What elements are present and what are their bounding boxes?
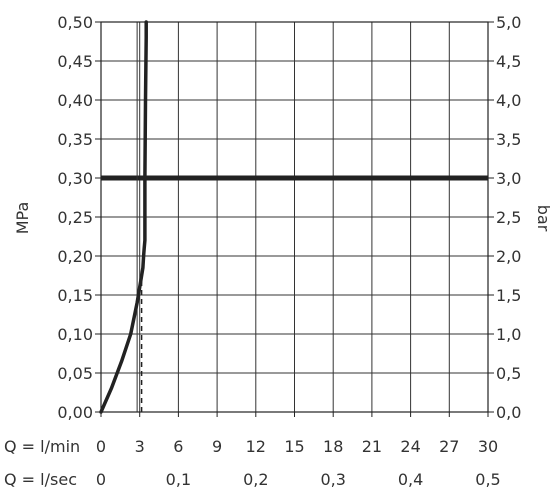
right-tick-label: 1,5 bbox=[496, 286, 521, 305]
left-axis-ticks: 0,00 0,05 0,10 0,15 0,20 0,25 0,30 0,35 0,40 0,45… bbox=[57, 13, 101, 422]
x-lmin-tick-label: 30 bbox=[478, 437, 498, 456]
x-axis-lsec-label: Q = l/sec bbox=[4, 470, 77, 489]
x-lmin-tick-label: 15 bbox=[284, 437, 304, 456]
right-tick-label: 1,0 bbox=[496, 325, 521, 344]
left-tick-label: 0,25 bbox=[57, 208, 93, 227]
left-tick-label: 0,30 bbox=[57, 169, 93, 188]
left-tick-label: 0,15 bbox=[57, 286, 93, 305]
x-lsec-tick-label: 0,2 bbox=[243, 470, 268, 489]
x-lmin-tick-label: 27 bbox=[439, 437, 459, 456]
left-tick-label: 0,35 bbox=[57, 130, 93, 149]
grid bbox=[101, 22, 488, 412]
right-tick-label: 5,0 bbox=[496, 13, 521, 32]
reference-lines bbox=[101, 22, 488, 412]
left-tick-label: 0,50 bbox=[57, 13, 93, 32]
x-lmin-tick-label: 12 bbox=[246, 437, 266, 456]
x-lmin-tick-label: 9 bbox=[212, 437, 222, 456]
x-lmin-tick-label: 3 bbox=[135, 437, 145, 456]
x-lsec-tick-label: 0,1 bbox=[166, 470, 191, 489]
left-tick-label: 0,20 bbox=[57, 247, 93, 266]
right-axis-ticks: 0,0 0,5 1,0 1,5 2,0 2,5 3,0 3,5 4,0 4,5 5,0 bbox=[488, 13, 521, 422]
right-tick-label: 0,5 bbox=[496, 364, 521, 383]
x-lsec-tick-label: 0,5 bbox=[475, 470, 500, 489]
left-tick-label: 0,05 bbox=[57, 364, 93, 383]
x-axis-lmin-label: Q = l/min bbox=[4, 437, 80, 456]
right-axis-label: bar bbox=[534, 205, 553, 232]
x-axis-lmin-ticks: 0 3 6 9 12 15 18 21 24 27 30 bbox=[96, 412, 498, 456]
left-tick-label: 0,40 bbox=[57, 91, 93, 110]
left-axis-label: MPa bbox=[13, 202, 32, 235]
left-tick-label: 0,10 bbox=[57, 325, 93, 344]
right-tick-label: 4,5 bbox=[496, 52, 521, 71]
x-axis-lsec-ticks: 0 0,1 0,2 0,3 0,4 0,5 bbox=[96, 470, 501, 489]
x-lsec-tick-label: 0,4 bbox=[398, 470, 423, 489]
x-lmin-tick-label: 18 bbox=[323, 437, 343, 456]
series-line-solid bbox=[99, 20, 148, 414]
x-lmin-tick-label: 0 bbox=[96, 437, 106, 456]
right-tick-label: 2,0 bbox=[496, 247, 521, 266]
left-tick-label: 0,00 bbox=[57, 403, 93, 422]
left-tick-label: 0,45 bbox=[57, 52, 93, 71]
series-group bbox=[99, 20, 148, 414]
x-lsec-tick-label: 0,3 bbox=[320, 470, 345, 489]
right-tick-label: 4,0 bbox=[496, 91, 521, 110]
right-tick-label: 3,0 bbox=[496, 169, 521, 188]
x-lmin-tick-label: 6 bbox=[173, 437, 183, 456]
x-lmin-tick-label: 21 bbox=[362, 437, 382, 456]
right-tick-label: 3,5 bbox=[496, 130, 521, 149]
right-tick-label: 2,5 bbox=[496, 208, 521, 227]
x-lmin-tick-label: 24 bbox=[400, 437, 420, 456]
right-tick-label: 0,0 bbox=[496, 403, 521, 422]
x-lsec-tick-label: 0 bbox=[96, 470, 106, 489]
